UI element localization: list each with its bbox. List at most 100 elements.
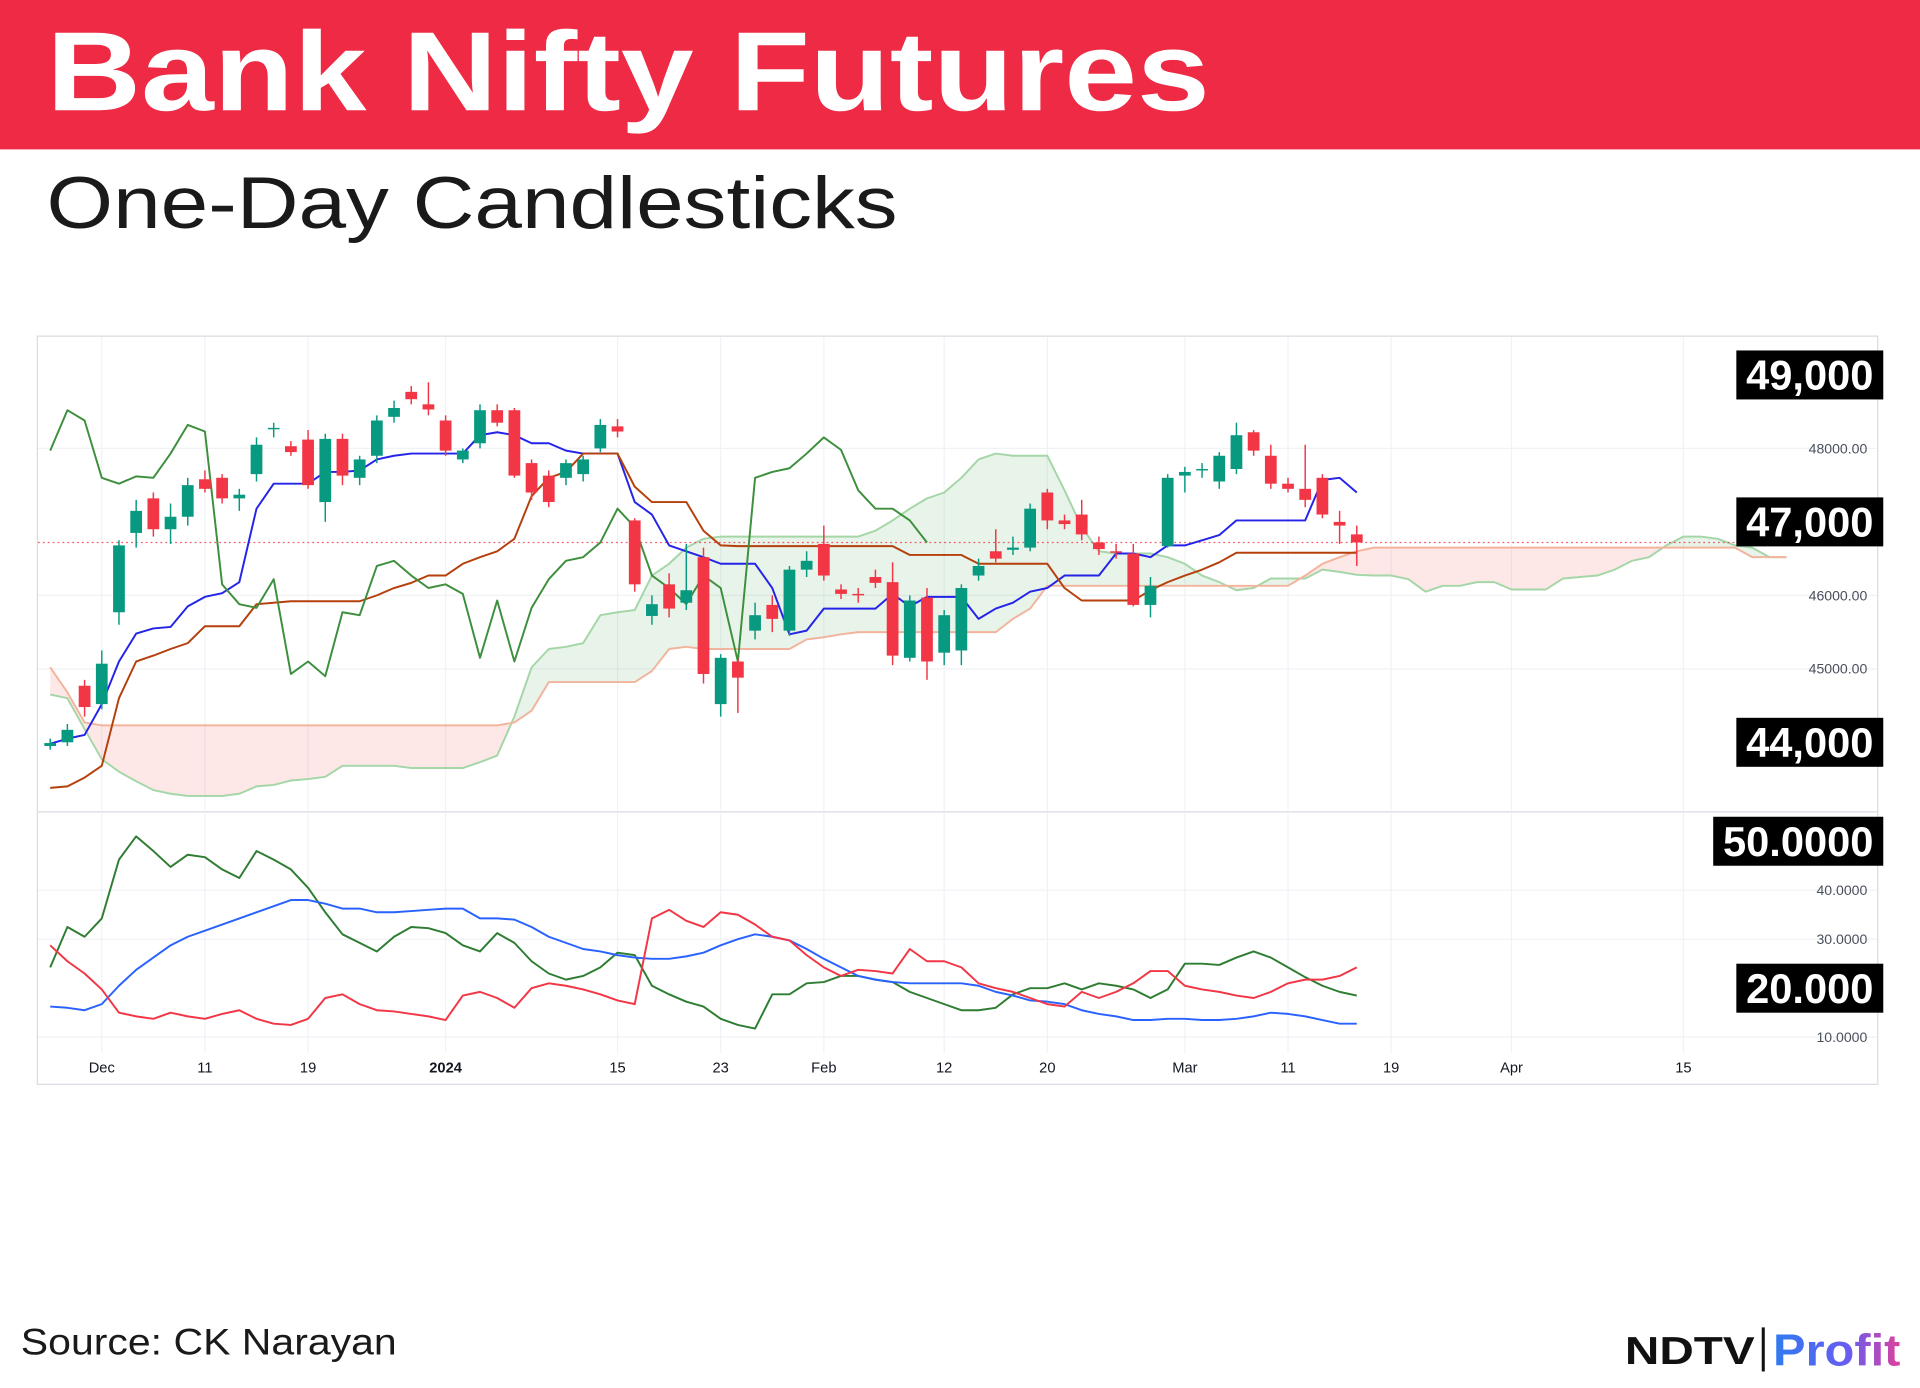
candle-body (869, 576, 882, 583)
y-tick-label: 45000.00 (1809, 661, 1868, 677)
x-tick-label: 11 (197, 1061, 212, 1077)
cloud-segment (101, 725, 119, 772)
cloud-segment (617, 610, 635, 683)
y-marker-box (1736, 350, 1884, 400)
candle-body (1247, 432, 1260, 451)
indicator-line (49, 409, 928, 678)
indicator-line (49, 908, 1358, 1026)
cloud-segment (222, 725, 240, 796)
candle-body (267, 427, 280, 430)
cloud-segment (720, 536, 738, 649)
candle-body (1007, 547, 1019, 550)
y-marker-box (1736, 717, 1884, 767)
y-tick-label: 40.0000 (1816, 882, 1867, 898)
cloud-segment (1614, 547, 1632, 570)
x-tick-label: Mar (1172, 1061, 1197, 1077)
candle-body (199, 479, 211, 489)
cloud-segment (480, 725, 498, 763)
y-tick-label: 30.0000 (1816, 931, 1867, 947)
candle-body (78, 685, 91, 708)
candle-body (388, 408, 400, 417)
candle-body (800, 560, 813, 570)
candle-body (1230, 435, 1243, 469)
candle-body (1196, 468, 1208, 471)
candle-body (714, 657, 727, 705)
cloud-segment (359, 725, 377, 766)
source: Source: CK Narayan (21, 1321, 397, 1362)
x-tick-label: 15 (609, 1061, 625, 1077)
candle-body (130, 510, 143, 533)
y-tick-label: 46000.00 (1809, 587, 1868, 603)
candle-body (560, 463, 572, 478)
cloud-segment (1580, 547, 1598, 577)
cloud-segment (583, 615, 601, 683)
candle-body (525, 463, 538, 493)
logo-brand: NDTV (1625, 1330, 1755, 1373)
candle-body (95, 663, 108, 705)
x-tick-label: 20 (1039, 1061, 1055, 1077)
cloud-segment (1322, 557, 1340, 572)
x-tick-label: 19 (300, 1061, 316, 1077)
x-tick-label: 12 (936, 1061, 952, 1077)
cloud-segment (531, 648, 549, 711)
candle-body (508, 410, 521, 476)
candle-body (233, 494, 246, 499)
candle-body (1299, 488, 1312, 500)
cloud-segment (342, 725, 360, 766)
candle-body (972, 565, 985, 576)
cloud-segment (1545, 547, 1564, 590)
candle-body (422, 404, 435, 410)
candle-body (1161, 477, 1174, 547)
candle-body (1178, 471, 1191, 476)
candle-body (370, 420, 383, 456)
cloud-segment (1442, 547, 1460, 586)
y-marker-label: 44,000 (1746, 719, 1873, 766)
x-tick-label: Dec (89, 1061, 115, 1077)
candle-body (319, 438, 332, 503)
cloud-segment (290, 725, 309, 781)
cloud-segment (204, 725, 223, 796)
y-tick-label: 48000.00 (1809, 440, 1868, 456)
cloud-segment (548, 646, 566, 683)
candle-body (250, 444, 263, 475)
axis-labels: 48000.00 46000.00 45000.00 49,000 47,000 44,0… (89, 350, 1884, 1077)
x-tick-label: Feb (811, 1061, 836, 1077)
cloud-segment (136, 725, 154, 791)
cloud-segment (394, 725, 412, 769)
cloud-segment (1270, 578, 1289, 586)
candle-body (921, 597, 933, 662)
candle-body (1024, 508, 1037, 548)
cloud-segment (118, 725, 137, 782)
candle-body (835, 589, 847, 594)
candle-body (491, 410, 504, 423)
cloud-segment (1373, 547, 1392, 576)
candle-body (663, 584, 675, 609)
span-b-line (49, 546, 1787, 727)
x-tick-label: 15 (1675, 1061, 1691, 1077)
candle-body (164, 516, 177, 530)
candle-body (1282, 483, 1294, 489)
candle-body (1213, 455, 1226, 482)
cloud-segment (1477, 547, 1495, 583)
candle-body (1110, 551, 1122, 553)
candle-body (577, 459, 590, 475)
cloud-segment (411, 725, 429, 769)
cloud-segment (1047, 455, 1065, 586)
candle-body (147, 498, 160, 530)
cloud-segment (600, 612, 618, 683)
y-marker-box (1713, 816, 1884, 866)
cloud-segment (187, 725, 205, 796)
candle-body (852, 593, 865, 596)
candle-body (61, 729, 74, 743)
logo-product: Profit (1773, 1326, 1901, 1375)
indicator-line (49, 835, 1357, 1030)
candle-body (353, 459, 366, 478)
y-marker-label: 50.0000 (1723, 818, 1873, 865)
candle-body (1264, 455, 1277, 484)
x-tick-label: 2024 (429, 1061, 463, 1077)
cloud-segment (1494, 547, 1512, 590)
candle-body (766, 604, 779, 619)
cloud-segment (1081, 527, 1099, 586)
